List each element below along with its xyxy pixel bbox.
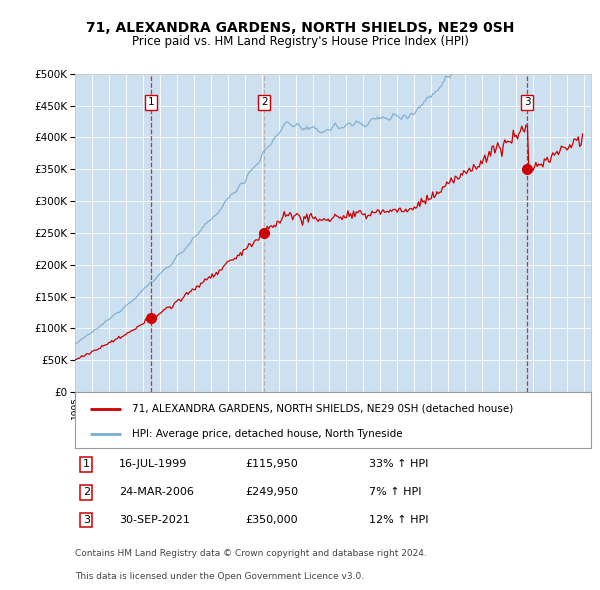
Text: £115,950: £115,950	[245, 459, 298, 469]
Text: 3: 3	[524, 97, 531, 107]
Text: 2: 2	[261, 97, 268, 107]
Text: 1: 1	[148, 97, 155, 107]
Text: £249,950: £249,950	[245, 487, 298, 497]
Text: 33% ↑ HPI: 33% ↑ HPI	[369, 459, 428, 469]
Text: This data is licensed under the Open Government Licence v3.0.: This data is licensed under the Open Gov…	[75, 572, 364, 581]
Text: 16-JUL-1999: 16-JUL-1999	[119, 459, 187, 469]
Bar	[151, 74, 265, 392]
Text: £350,000: £350,000	[245, 515, 298, 525]
Text: 12% ↑ HPI: 12% ↑ HPI	[369, 515, 428, 525]
Text: 24-MAR-2006: 24-MAR-2006	[119, 487, 194, 497]
Text: HPI: Average price, detached house, North Tyneside: HPI: Average price, detached house, Nort…	[132, 430, 403, 440]
Text: 71, ALEXANDRA GARDENS, NORTH SHIELDS, NE29 0SH (detached house): 71, ALEXANDRA GARDENS, NORTH SHIELDS, NE…	[132, 404, 513, 414]
Text: Price paid vs. HM Land Registry's House Price Index (HPI): Price paid vs. HM Land Registry's House …	[131, 35, 469, 48]
Text: 7% ↑ HPI: 7% ↑ HPI	[369, 487, 422, 497]
Text: 71, ALEXANDRA GARDENS, NORTH SHIELDS, NE29 0SH: 71, ALEXANDRA GARDENS, NORTH SHIELDS, NE…	[86, 21, 514, 35]
Text: 3: 3	[83, 515, 90, 525]
Text: 30-SEP-2021: 30-SEP-2021	[119, 515, 190, 525]
Text: 2: 2	[83, 487, 90, 497]
Text: 1: 1	[83, 459, 90, 469]
Text: Contains HM Land Registry data © Crown copyright and database right 2024.: Contains HM Land Registry data © Crown c…	[75, 549, 427, 558]
